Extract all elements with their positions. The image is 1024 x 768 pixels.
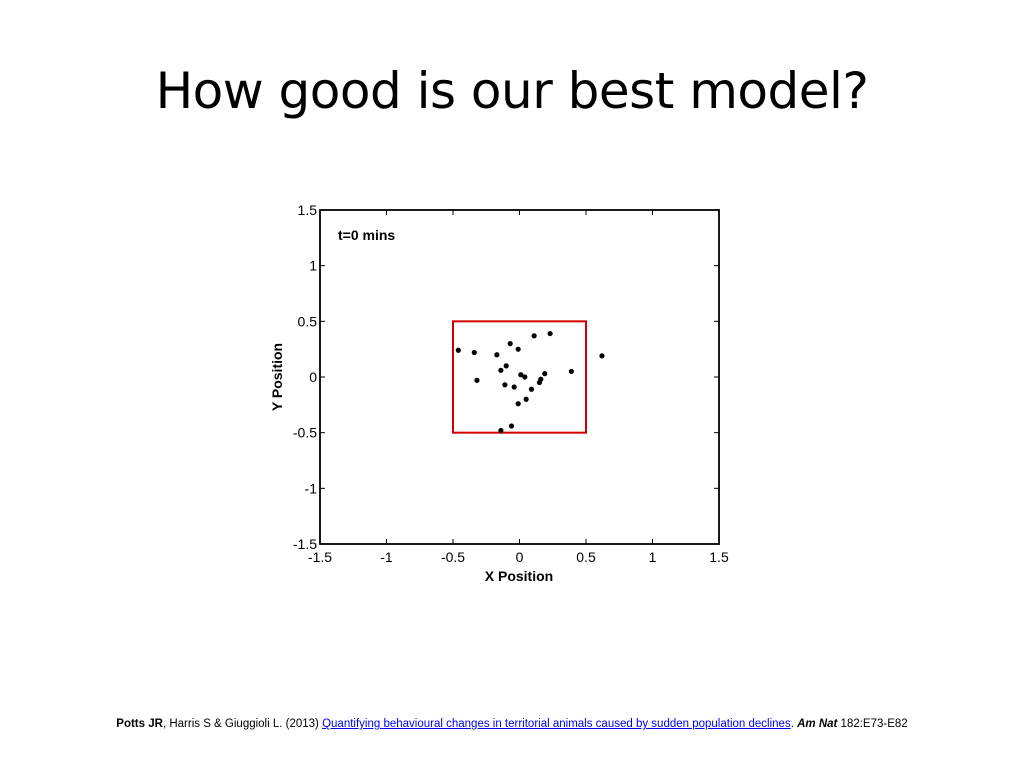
x-axis-label: X Position (485, 568, 553, 584)
y-tick-label: -1.5 (293, 536, 317, 552)
data-point (523, 396, 529, 402)
y-tick-label: 1.5 (298, 202, 318, 218)
y-tick-label: -1 (305, 480, 318, 496)
y-tick-label: 0 (309, 369, 317, 385)
y-tick-label: 0.5 (298, 313, 318, 329)
x-tick-label: -1.5 (308, 549, 332, 565)
territory-box (452, 320, 587, 434)
time-annotation: t=0 mins (338, 227, 395, 243)
data-point (494, 352, 500, 358)
data-point (528, 386, 535, 392)
x-tick-label: -0.5 (441, 549, 465, 565)
data-point (515, 346, 521, 352)
x-tick-label: -1 (380, 549, 393, 565)
data-point (511, 384, 517, 390)
x-tick-label: 0.5 (576, 549, 596, 565)
data-point (542, 371, 548, 377)
x-tick-label: 1.5 (709, 549, 729, 565)
y-tick-label: -0.5 (293, 425, 317, 441)
data-point (522, 374, 528, 380)
data-point (508, 423, 515, 429)
citation-lead-author: Potts JR (116, 718, 163, 730)
x-tick-labels: -1.5 -1 -0.5 0 0.5 1 1.5 (308, 549, 729, 565)
data-point (502, 382, 508, 388)
data-point (507, 341, 513, 347)
citation-paper-link[interactable]: Quantifying behavioural changes in terri… (322, 718, 791, 730)
x-tick-label: 0 (516, 549, 524, 565)
citation-journal: Am Nat (797, 718, 838, 730)
data-point (599, 353, 605, 359)
citation-sep: . (790, 718, 798, 730)
citation-volume: 182:E73-E82 (837, 718, 908, 730)
citation-authors: , Harris S & Giuggioli L. (2013) (162, 718, 323, 730)
data-point (518, 372, 524, 378)
data-points (455, 330, 605, 434)
data-point (568, 368, 574, 375)
data-point (474, 377, 480, 383)
y-axis-label: Y Position (269, 343, 285, 411)
data-point (531, 333, 537, 339)
slide-title: How good is our best model? (155, 62, 869, 120)
data-point (538, 376, 544, 382)
data-point (471, 349, 477, 356)
x-tick-label: 1 (649, 549, 657, 565)
data-point (498, 427, 504, 434)
data-point (455, 347, 461, 353)
data-point (498, 367, 504, 373)
data-point (515, 401, 521, 407)
y-tick-labels: 1.5 1 0.5 0 -0.5 -1 -1.5 (293, 202, 317, 552)
axis-ticks (319, 209, 720, 545)
data-point (547, 330, 553, 337)
data-point (503, 363, 509, 369)
citation: Potts JR, Harris S & Giuggioli L. (2013)… (0, 718, 1024, 730)
y-tick-label: 1 (309, 258, 317, 274)
